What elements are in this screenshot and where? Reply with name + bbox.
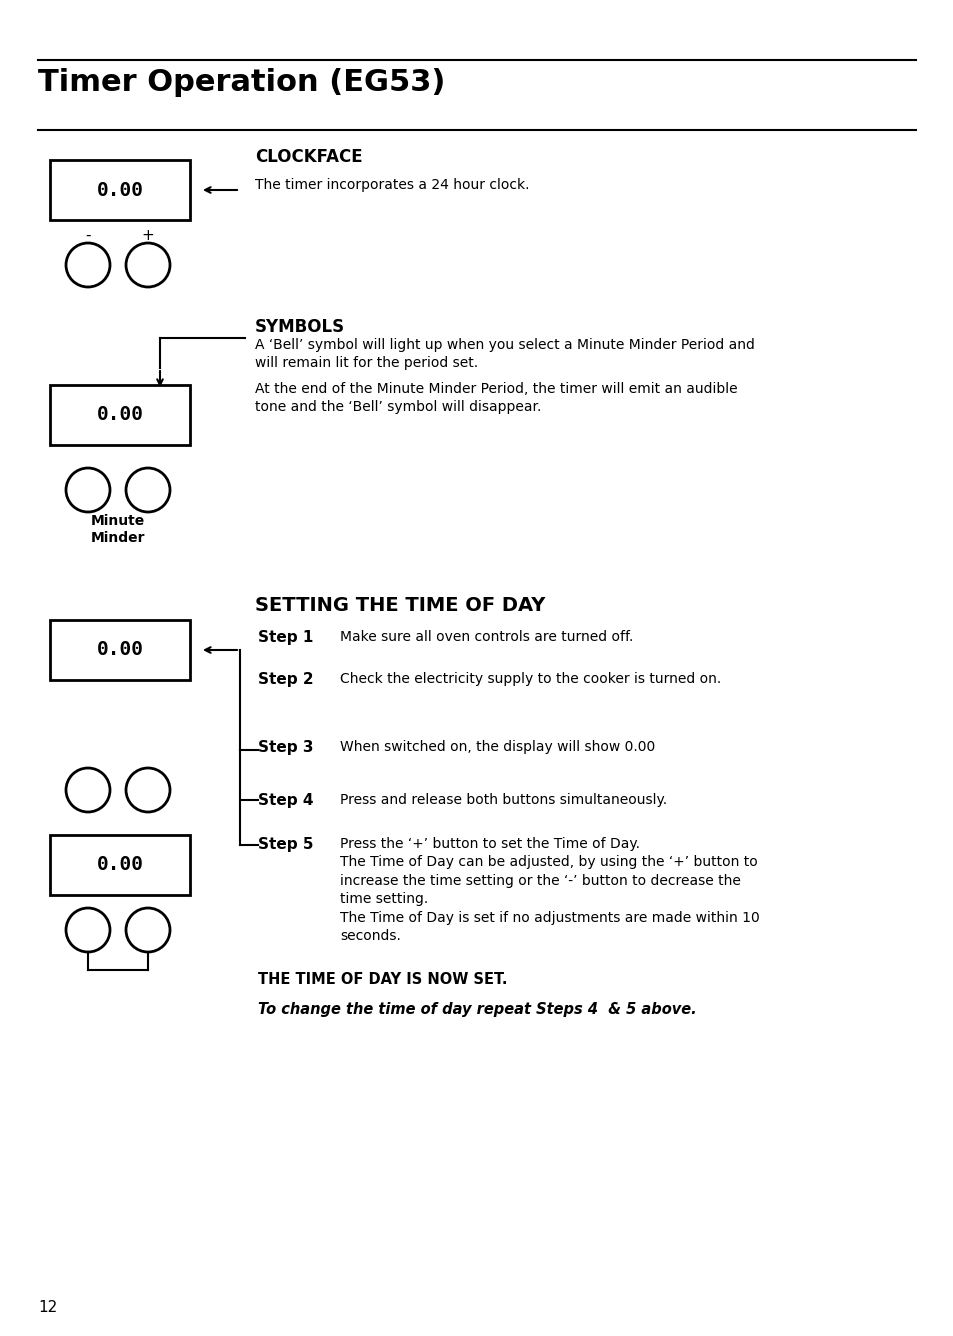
Text: Minute
Minder: Minute Minder — [91, 514, 145, 545]
Text: Timer Operation (EG53): Timer Operation (EG53) — [38, 68, 445, 98]
Text: Check the electricity supply to the cooker is turned on.: Check the electricity supply to the cook… — [339, 672, 720, 685]
Circle shape — [126, 468, 170, 512]
Bar — [50, 620, 190, 680]
Bar — [50, 835, 190, 895]
Text: The timer incorporates a 24 hour clock.: The timer incorporates a 24 hour clock. — [254, 178, 529, 192]
Text: 0.00: 0.00 — [96, 180, 143, 199]
Text: 12: 12 — [38, 1300, 57, 1315]
Text: +: + — [141, 228, 154, 243]
Circle shape — [126, 908, 170, 953]
Text: SETTING THE TIME OF DAY: SETTING THE TIME OF DAY — [254, 596, 545, 615]
Text: -: - — [85, 228, 91, 243]
Text: Step 1: Step 1 — [257, 631, 313, 645]
Text: To change the time of day repeat Steps 4  & 5 above.: To change the time of day repeat Steps 4… — [257, 1002, 696, 1017]
Text: Make sure all oven controls are turned off.: Make sure all oven controls are turned o… — [339, 631, 633, 644]
Circle shape — [66, 468, 110, 512]
Text: 0.00: 0.00 — [96, 855, 143, 875]
Text: SYMBOLS: SYMBOLS — [254, 318, 345, 335]
Text: Press the ‘+’ button to set the Time of Day.
The Time of Day can be adjusted, by: Press the ‘+’ button to set the Time of … — [339, 836, 759, 943]
Text: Step 2: Step 2 — [257, 672, 314, 687]
Text: 0.00: 0.00 — [96, 640, 143, 660]
Text: Step 3: Step 3 — [257, 740, 314, 755]
Text: When switched on, the display will show 0.00: When switched on, the display will show … — [339, 740, 655, 754]
Circle shape — [66, 908, 110, 953]
Text: CLOCKFACE: CLOCKFACE — [254, 148, 362, 166]
Bar — [50, 160, 190, 220]
Bar — [50, 385, 190, 445]
Text: Press and release both buttons simultaneously.: Press and release both buttons simultane… — [339, 794, 666, 807]
Text: THE TIME OF DAY IS NOW SET.: THE TIME OF DAY IS NOW SET. — [257, 973, 507, 987]
Text: 0.00: 0.00 — [96, 406, 143, 425]
Circle shape — [126, 243, 170, 287]
Text: At the end of the Minute Minder Period, the timer will emit an audible
tone and : At the end of the Minute Minder Period, … — [254, 382, 737, 414]
Text: Step 4: Step 4 — [257, 794, 314, 808]
Circle shape — [66, 243, 110, 287]
Text: Step 5: Step 5 — [257, 836, 314, 852]
Text: A ‘Bell’ symbol will light up when you select a Minute Minder Period and
will re: A ‘Bell’ symbol will light up when you s… — [254, 338, 754, 370]
Circle shape — [66, 768, 110, 812]
Circle shape — [126, 768, 170, 812]
